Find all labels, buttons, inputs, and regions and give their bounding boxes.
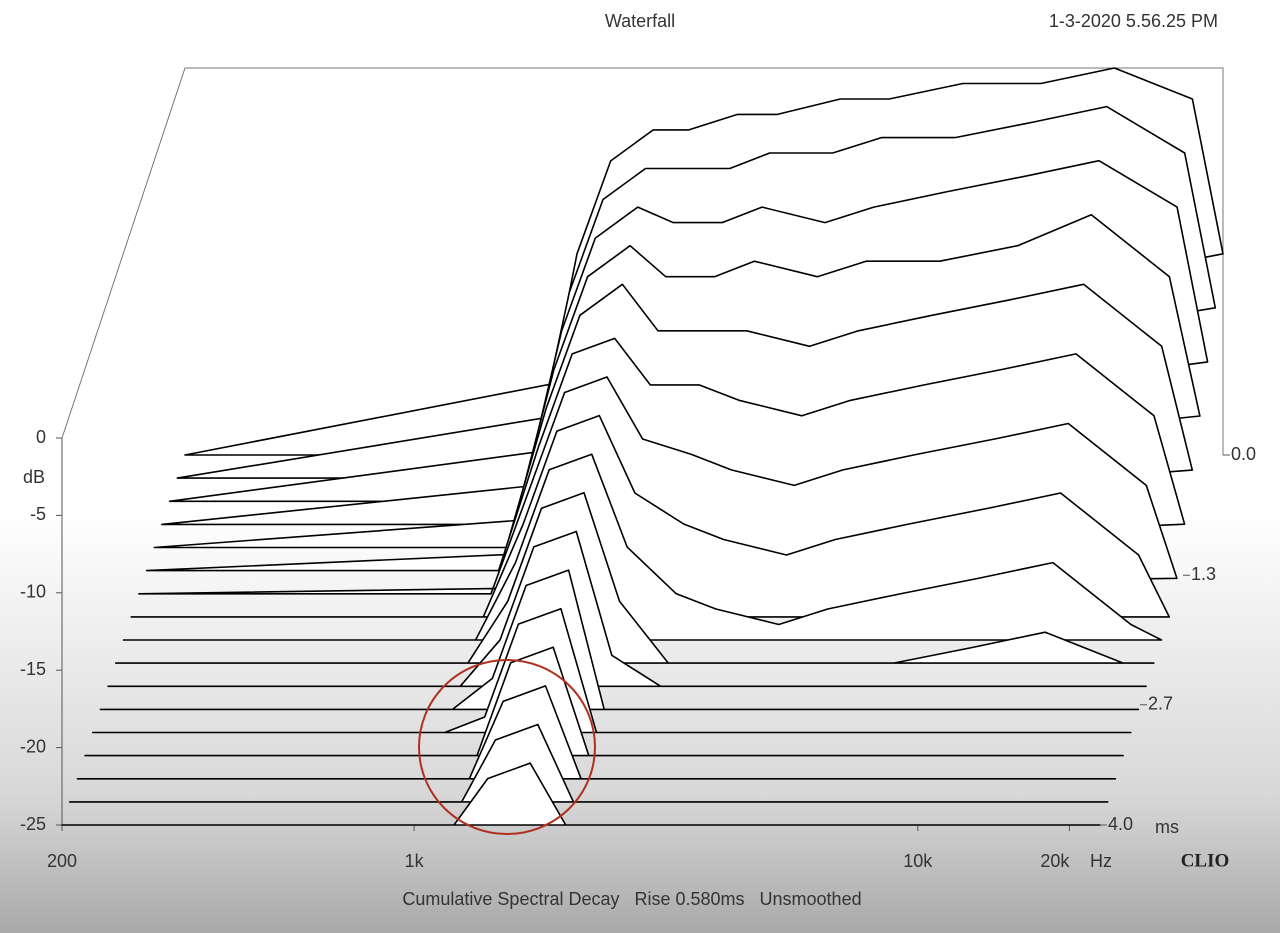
- brand: CLIO: [1181, 850, 1230, 871]
- z-tick-label: 4.0: [1108, 814, 1133, 834]
- frame: [61, 67, 1224, 455]
- decay-slice: [84, 646, 1124, 757]
- y-tick-label: -15: [20, 659, 46, 679]
- decay-slice: [68, 723, 1109, 803]
- highlight-circle: [418, 659, 596, 835]
- z-unit: ms: [1155, 817, 1179, 837]
- timestamp: 1-3-2020 5.56.25 PM: [1049, 11, 1218, 31]
- decay-slice: [130, 414, 1170, 618]
- x-tick-label: 10k: [903, 851, 933, 871]
- decay-slice: [92, 607, 1132, 734]
- chart-title: Waterfall: [605, 11, 675, 31]
- y-tick-label: 0: [36, 427, 46, 447]
- z-tick-label: 1.3: [1191, 564, 1216, 584]
- decay-slice: [99, 569, 1140, 711]
- x-tick-label: 200: [47, 851, 77, 871]
- y-axis-label: dB: [23, 467, 45, 487]
- z-tick-label: 2.7: [1148, 694, 1173, 714]
- decay-slice: [61, 762, 1101, 826]
- x-tick-label: 1k: [405, 851, 425, 871]
- subtitle: Cumulative Spectral Decay Rise 0.580ms U…: [402, 889, 861, 909]
- decay-slice: [122, 453, 1163, 641]
- y-tick-label: -25: [20, 814, 46, 834]
- decay-slice: [107, 530, 1147, 688]
- decay-slice: [115, 492, 1155, 664]
- y-tick-label: -10: [20, 582, 46, 602]
- z-tick-label: 0.0: [1231, 444, 1256, 464]
- y-tick-label: -5: [30, 504, 46, 524]
- x-tick-label: 20k: [1040, 851, 1070, 871]
- x-unit: Hz: [1090, 851, 1112, 871]
- decay-slice: [76, 685, 1117, 780]
- y-tick-label: -20: [20, 736, 46, 756]
